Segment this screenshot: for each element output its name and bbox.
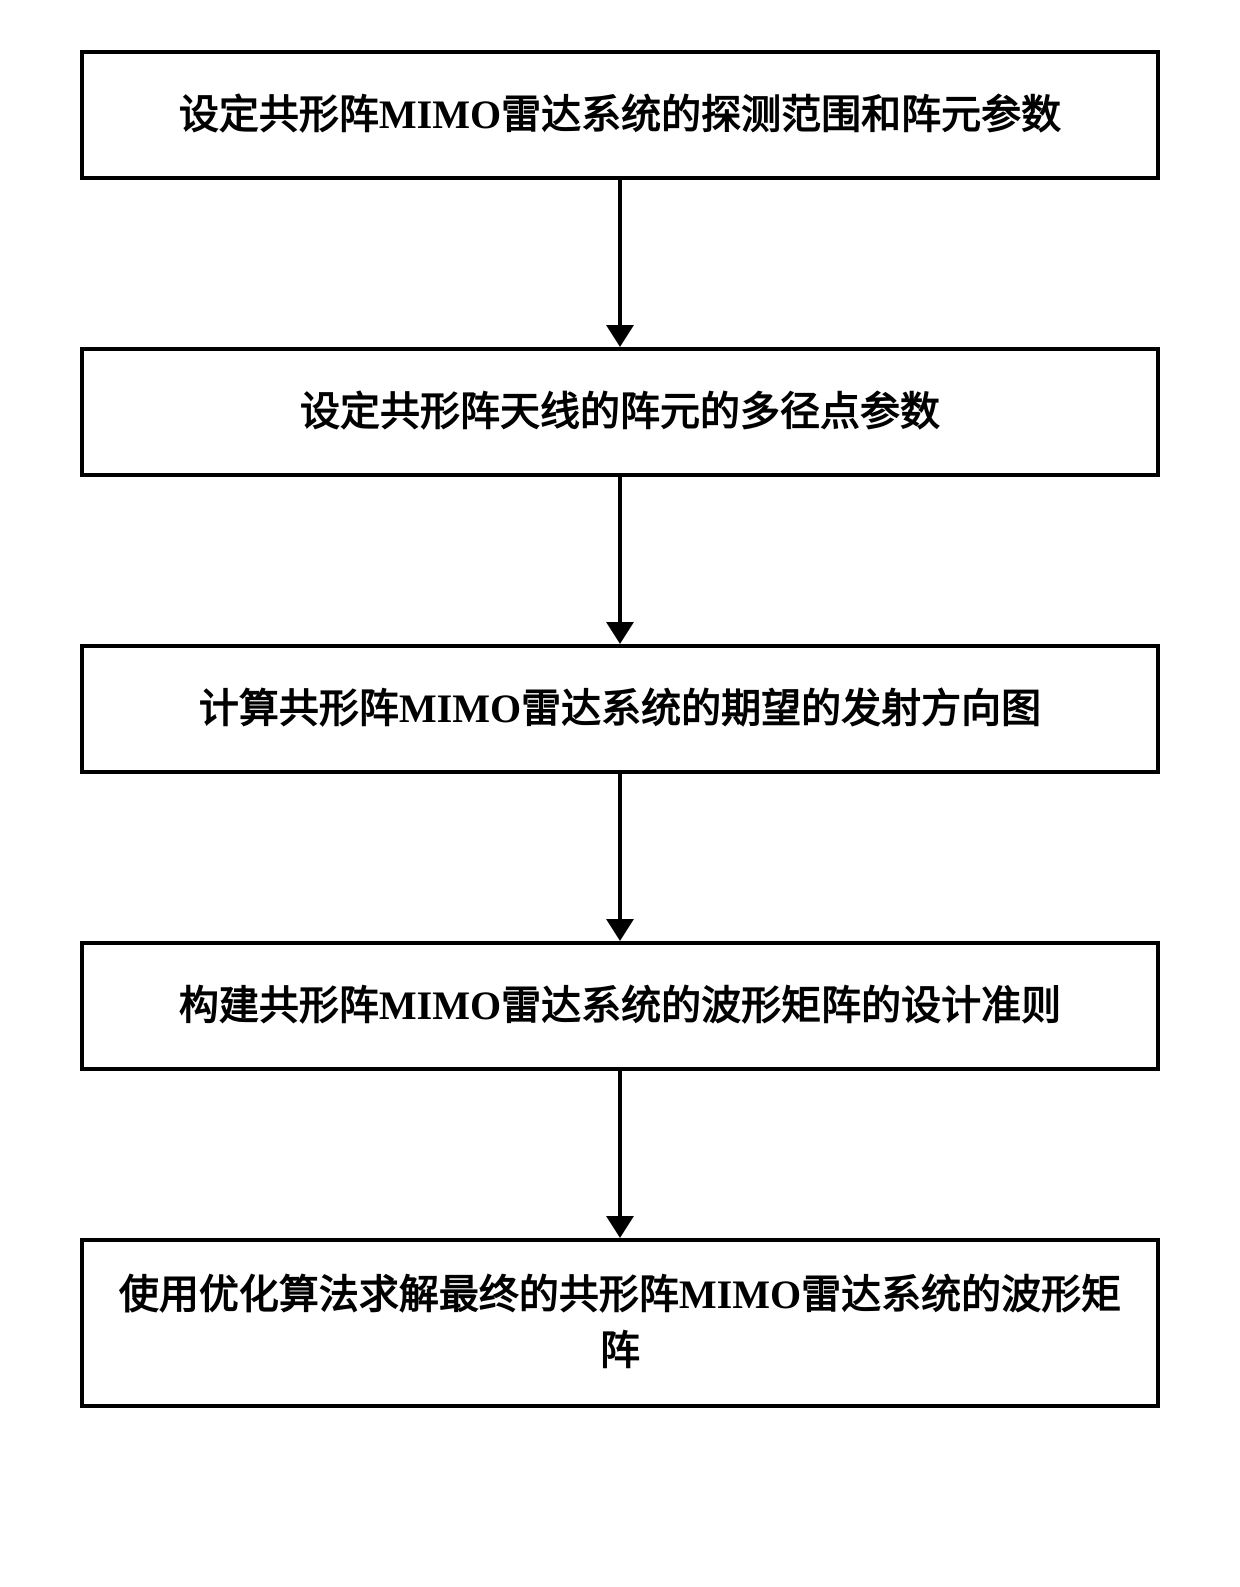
arrow-line [618, 774, 622, 919]
flow-step-1: 设定共形阵MIMO雷达系统的探测范围和阵元参数 [80, 50, 1160, 180]
flow-step-1-text: 设定共形阵MIMO雷达系统的探测范围和阵元参数 [179, 87, 1061, 143]
arrow-line [618, 477, 622, 622]
flow-step-3-text: 计算共形阵MIMO雷达系统的期望的发射方向图 [199, 681, 1041, 737]
flow-step-2-text: 设定共形阵天线的阵元的多径点参数 [300, 384, 940, 440]
arrow-line [618, 1071, 622, 1216]
flow-arrow-2 [606, 477, 634, 644]
flow-step-5: 使用优化算法求解最终的共形阵MIMO雷达系统的波形矩阵 [80, 1238, 1160, 1408]
arrow-head-icon [606, 325, 634, 347]
flow-step-4: 构建共形阵MIMO雷达系统的波形矩阵的设计准则 [80, 941, 1160, 1071]
flow-arrow-3 [606, 774, 634, 941]
arrow-head-icon [606, 622, 634, 644]
flow-step-3: 计算共形阵MIMO雷达系统的期望的发射方向图 [80, 644, 1160, 774]
flow-arrow-4 [606, 1071, 634, 1238]
arrow-head-icon [606, 1216, 634, 1238]
flowchart-container: 设定共形阵MIMO雷达系统的探测范围和阵元参数 设定共形阵天线的阵元的多径点参数… [80, 50, 1160, 1408]
flow-step-5-text: 使用优化算法求解最终的共形阵MIMO雷达系统的波形矩阵 [114, 1267, 1126, 1379]
flow-arrow-1 [606, 180, 634, 347]
flow-step-4-text: 构建共形阵MIMO雷达系统的波形矩阵的设计准则 [179, 978, 1061, 1034]
flow-step-2: 设定共形阵天线的阵元的多径点参数 [80, 347, 1160, 477]
arrow-line [618, 180, 622, 325]
arrow-head-icon [606, 919, 634, 941]
